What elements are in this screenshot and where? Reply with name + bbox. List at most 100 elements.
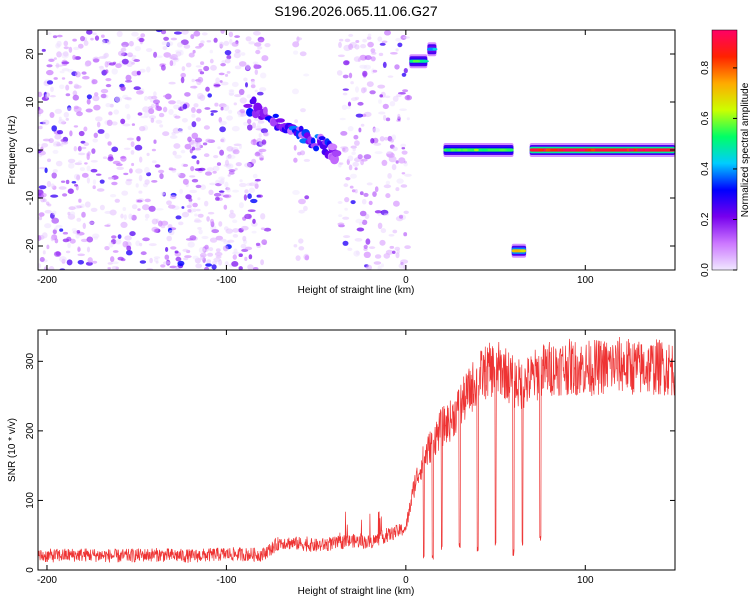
noise-speck: [165, 41, 174, 47]
noise-speck: [52, 35, 58, 39]
noise-speck: [337, 222, 345, 226]
noise-speck: [191, 155, 197, 159]
noise-speck: [180, 149, 186, 154]
noise-speck: [121, 58, 129, 65]
band-hotspot: [514, 249, 519, 252]
noise-speck: [195, 208, 201, 212]
noise-speck: [162, 46, 168, 50]
track-blob: [331, 150, 342, 157]
noise-speck: [358, 127, 362, 133]
noise-speck: [293, 50, 299, 55]
noise-speck: [379, 136, 385, 142]
noise-speck: [403, 68, 408, 74]
noise-speck: [182, 178, 189, 185]
noise-speck: [42, 232, 48, 239]
noise-speck: [140, 33, 146, 38]
noise-speck: [131, 214, 137, 221]
noise-speck: [38, 216, 43, 221]
noise-speck: [201, 235, 209, 240]
spectrogram-feature-carrier: [443, 143, 514, 157]
noise-speck: [381, 159, 388, 166]
noise-speck: [108, 241, 114, 248]
noise-speck: [374, 151, 383, 155]
noise-speck: [114, 198, 121, 203]
noise-speck: [124, 97, 132, 100]
noise-speck: [395, 48, 399, 52]
noise-speck: [187, 209, 192, 213]
noise-speck: [66, 259, 73, 266]
noise-speck: [254, 178, 261, 182]
noise-speck: [76, 174, 81, 181]
noise-speck: [258, 39, 265, 42]
noise-speck: [298, 246, 305, 251]
noise-speck: [345, 177, 351, 181]
noise-speck: [225, 228, 234, 234]
noise-speck: [360, 159, 364, 166]
noise-speck: [111, 68, 118, 75]
noise-speck: [68, 46, 73, 53]
noise-speck: [52, 149, 59, 154]
noise-speck: [396, 178, 404, 184]
noise-speck: [87, 151, 91, 157]
noise-speck: [235, 162, 242, 167]
noise-speck: [134, 45, 141, 52]
noise-speck: [105, 78, 112, 82]
snr-xtick-label: 100: [577, 575, 594, 586]
noise-speck: [180, 76, 185, 84]
noise-speck: [232, 234, 239, 238]
noise-speck: [71, 181, 77, 184]
noise-speck: [182, 103, 188, 110]
noise-speck: [92, 260, 98, 264]
spectrogram-feature-tone: [409, 54, 429, 69]
noise-speck: [402, 36, 410, 39]
noise-speck: [338, 214, 343, 218]
noise-speck: [246, 94, 252, 99]
noise-speck: [232, 149, 240, 155]
noise-speck: [206, 167, 215, 172]
noise-speck: [104, 246, 110, 251]
noise-speck: [56, 40, 62, 47]
noise-speck: [226, 146, 234, 152]
noise-speck: [292, 88, 299, 95]
noise-speck: [60, 139, 65, 142]
figure-title: S196.2026.065.11.06.G27: [274, 3, 437, 19]
noise-speck: [401, 150, 408, 155]
noise-speck: [397, 42, 403, 48]
noise-speck: [187, 241, 195, 248]
noise-speck: [377, 222, 383, 229]
noise-speck: [251, 158, 257, 164]
noise-speck: [227, 174, 231, 177]
noise-speck: [378, 111, 386, 115]
noise-speck: [55, 143, 62, 147]
noise-speck: [220, 106, 224, 111]
noise-speck: [367, 33, 372, 38]
noise-speck: [210, 218, 214, 225]
noise-speck: [180, 39, 189, 45]
noise-speck: [390, 52, 398, 55]
noise-speck: [56, 130, 64, 135]
noise-speck: [342, 88, 349, 91]
noise-speck: [66, 236, 72, 242]
noise-speck: [168, 109, 174, 115]
noise-speck: [72, 90, 78, 96]
noise-speck: [95, 173, 102, 176]
noise-speck: [382, 103, 389, 110]
noise-speck: [126, 113, 131, 120]
noise-speck: [69, 211, 76, 217]
noise-speck: [93, 104, 101, 111]
noise-speck: [77, 253, 85, 257]
noise-speck: [77, 246, 81, 253]
noise-speck: [135, 240, 141, 247]
noise-speck: [380, 228, 387, 234]
noise-speck: [204, 244, 209, 250]
noise-speck: [362, 38, 367, 43]
noise-speck: [253, 31, 261, 36]
spectrogram-image: [38, 30, 675, 270]
noise-speck: [55, 160, 63, 167]
noise-speck: [184, 143, 192, 150]
noise-speck: [83, 126, 88, 132]
noise-speck: [383, 253, 391, 259]
noise-speck: [392, 250, 396, 254]
noise-speck: [199, 252, 207, 258]
noise-speck: [203, 125, 210, 130]
